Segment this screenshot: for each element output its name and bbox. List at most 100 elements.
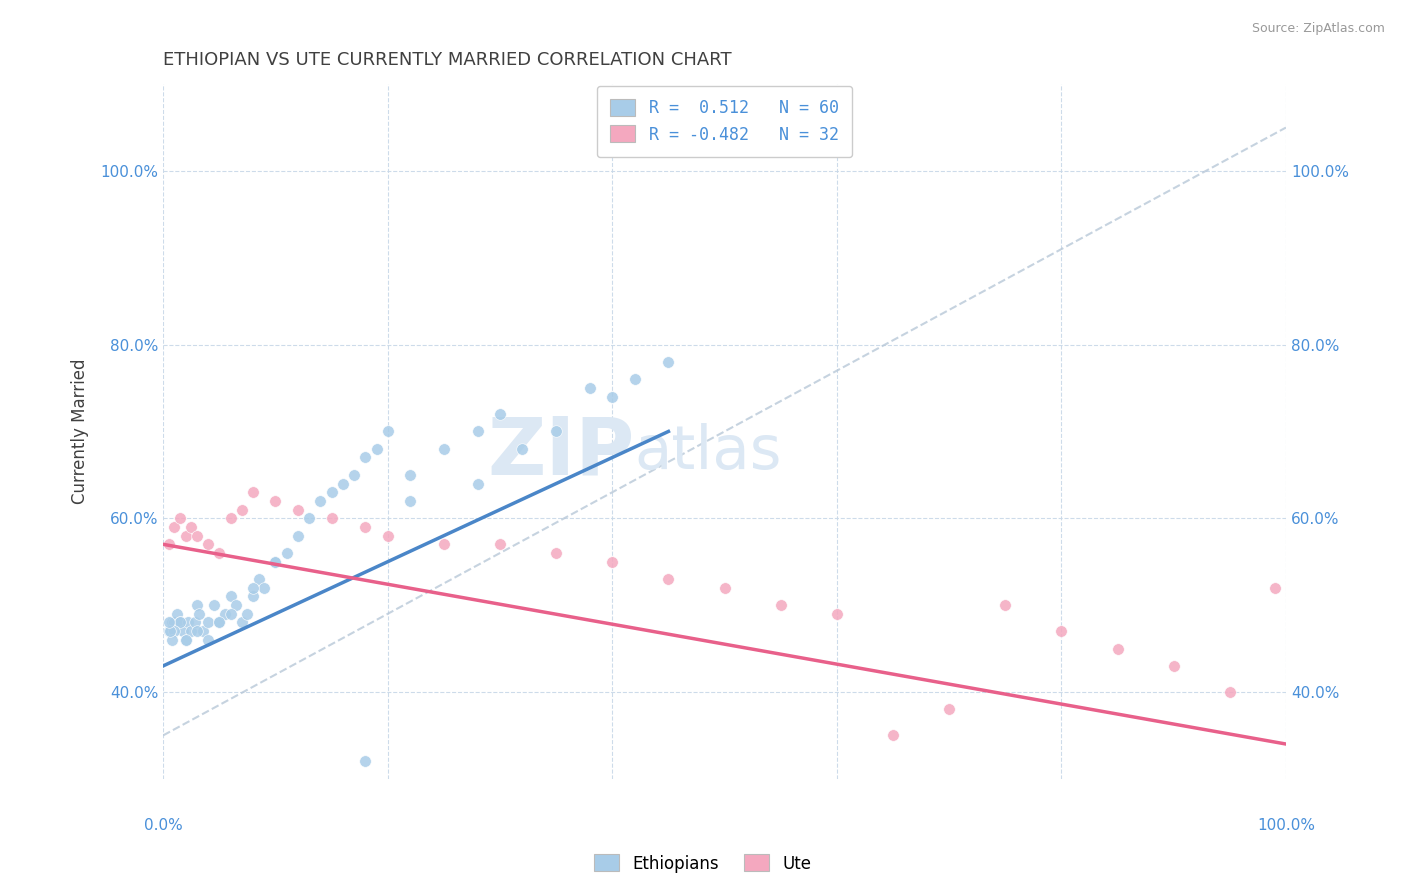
Point (172, 624, 194, 639)
Point (191, 624, 214, 639)
Point (938, 702, 960, 716)
Text: 0.0%: 0.0% (143, 818, 183, 833)
Point (433, 442, 456, 456)
Point (769, 598, 792, 612)
Point (160, 632, 183, 647)
Point (264, 494, 287, 508)
Point (657, 572, 679, 586)
Point (433, 537, 456, 551)
Point (1219, 685, 1241, 699)
Point (166, 607, 188, 621)
Point (546, 425, 568, 439)
Point (366, 442, 388, 456)
Point (1050, 624, 1073, 639)
Text: ETHIOPIAN VS UTE CURRENTLY MARRIED CORRELATION CHART: ETHIOPIAN VS UTE CURRENTLY MARRIED CORRE… (163, 51, 733, 69)
Point (186, 528, 208, 542)
Point (377, 528, 399, 542)
Point (467, 425, 489, 439)
Point (202, 598, 225, 612)
Point (169, 511, 191, 525)
Point (177, 615, 200, 630)
Point (163, 520, 186, 534)
Point (242, 485, 264, 500)
Point (159, 624, 181, 639)
Point (309, 494, 332, 508)
Point (188, 607, 211, 621)
Point (231, 615, 253, 630)
Point (332, 476, 354, 491)
Point (546, 546, 568, 560)
Point (579, 381, 602, 395)
Point (169, 615, 191, 630)
Point (219, 607, 242, 621)
Point (208, 615, 231, 630)
Point (174, 632, 197, 647)
Point (208, 615, 231, 630)
Point (399, 467, 422, 482)
Legend: Ethiopians, Ute: Ethiopians, Ute (588, 847, 818, 880)
Point (298, 511, 321, 525)
Point (354, 450, 377, 465)
Point (264, 555, 287, 569)
Point (377, 425, 399, 439)
Text: atlas: atlas (634, 423, 782, 482)
Point (174, 632, 197, 647)
Point (169, 615, 191, 630)
Point (163, 615, 186, 630)
Point (174, 528, 197, 542)
Point (208, 546, 231, 560)
Point (321, 511, 343, 525)
Point (242, 581, 264, 595)
Point (236, 607, 259, 621)
Point (287, 528, 309, 542)
Point (157, 615, 180, 630)
Point (214, 607, 236, 621)
Y-axis label: Currently Married: Currently Married (72, 359, 89, 504)
Point (657, 355, 679, 369)
Point (231, 502, 253, 516)
Point (467, 476, 489, 491)
Point (825, 607, 848, 621)
Point (994, 598, 1017, 612)
Point (197, 615, 219, 630)
Point (321, 485, 343, 500)
Point (157, 537, 180, 551)
Point (600, 555, 623, 569)
Point (354, 520, 377, 534)
Point (253, 581, 276, 595)
Point (399, 494, 422, 508)
Point (157, 624, 180, 639)
Point (489, 407, 512, 421)
Text: Source: ZipAtlas.com: Source: ZipAtlas.com (1251, 22, 1385, 36)
Point (219, 590, 242, 604)
Point (160, 615, 183, 630)
Point (197, 537, 219, 551)
Point (343, 467, 366, 482)
Point (180, 624, 202, 639)
Point (186, 624, 208, 639)
Point (600, 390, 623, 404)
Point (512, 442, 534, 456)
Point (882, 728, 904, 742)
Point (287, 502, 309, 516)
Point (1264, 581, 1286, 595)
Point (180, 520, 202, 534)
Text: ZIP: ZIP (488, 413, 634, 491)
Point (276, 546, 298, 560)
Point (1163, 659, 1185, 673)
Point (247, 572, 270, 586)
Point (219, 511, 242, 525)
Legend: R =  0.512   N = 60, R = -0.482   N = 32: R = 0.512 N = 60, R = -0.482 N = 32 (598, 86, 852, 157)
Point (354, 755, 377, 769)
Point (623, 372, 645, 386)
Point (163, 624, 186, 639)
Point (713, 581, 735, 595)
Point (242, 590, 264, 604)
Point (197, 632, 219, 647)
Point (186, 598, 208, 612)
Point (183, 615, 205, 630)
Point (489, 537, 512, 551)
Point (1107, 641, 1129, 656)
Point (225, 598, 247, 612)
Point (264, 555, 287, 569)
